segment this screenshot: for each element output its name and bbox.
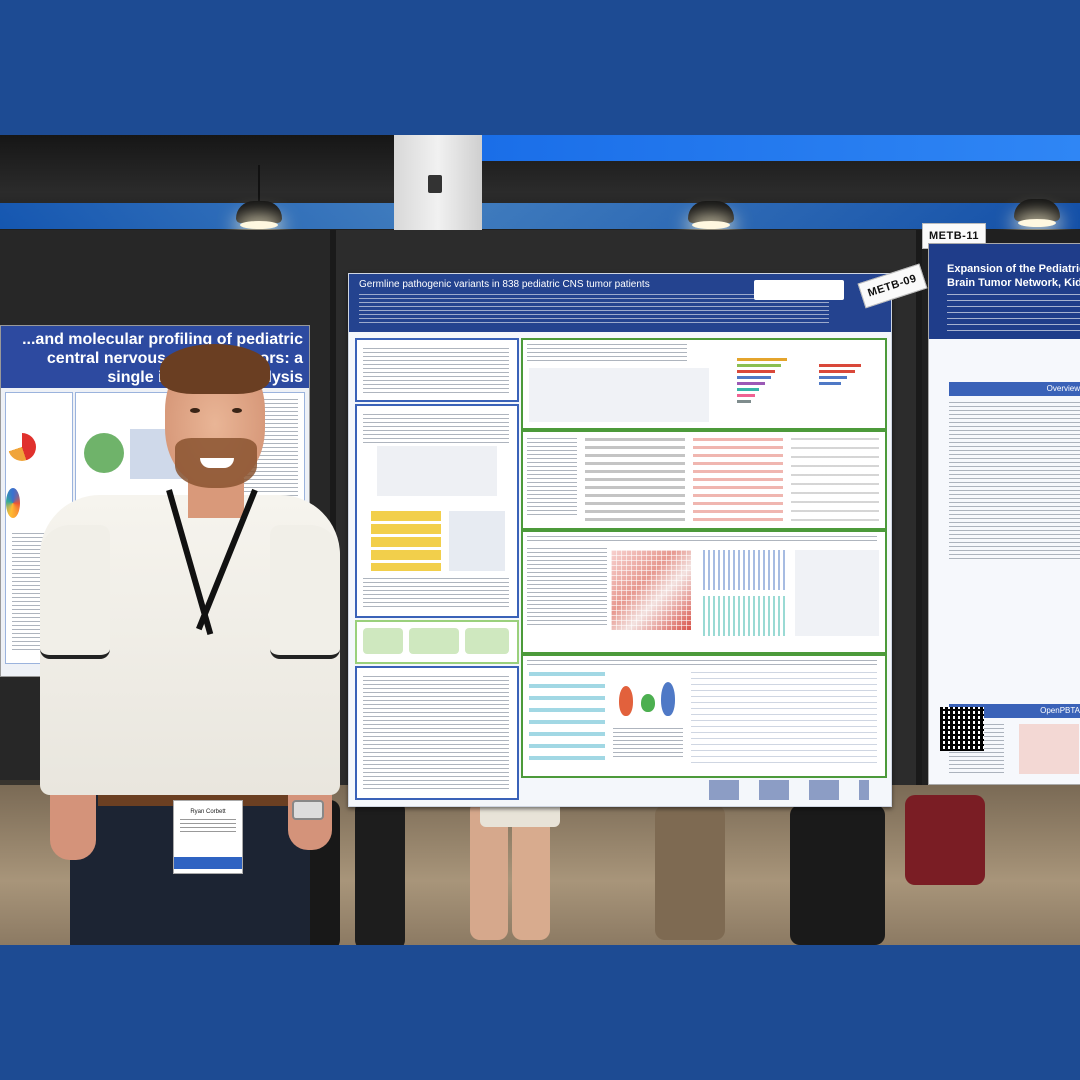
section-summary-boxes xyxy=(355,620,519,664)
badge-name: Ryan Corbett xyxy=(190,809,226,815)
violin-plot xyxy=(619,686,633,716)
watch xyxy=(292,800,324,820)
footer-logos xyxy=(709,780,869,800)
ceiling-light-band xyxy=(0,203,1080,229)
bar-figure xyxy=(819,360,879,420)
figure xyxy=(449,511,505,571)
section-background xyxy=(355,338,519,402)
text-block xyxy=(527,438,577,518)
bar xyxy=(737,388,759,391)
pendant-lamp xyxy=(236,201,282,229)
bar xyxy=(819,376,847,379)
pie-figure xyxy=(6,488,20,518)
figure xyxy=(1019,724,1079,774)
pie-figure xyxy=(8,433,36,461)
bar xyxy=(819,370,855,373)
bar xyxy=(737,400,751,403)
text-block xyxy=(363,578,509,608)
badge-affiliation xyxy=(180,819,236,833)
crowd-leg xyxy=(655,805,725,940)
violin-plot xyxy=(661,682,675,716)
section-overview-title: Overview xyxy=(949,382,1080,396)
poster-center: Germline pathogenic variants in 838 pedi… xyxy=(348,273,892,807)
left-eye xyxy=(190,408,200,413)
figure-barplot xyxy=(529,672,605,768)
text-block xyxy=(363,348,509,394)
text-block xyxy=(527,548,607,628)
figure xyxy=(703,596,787,636)
section-figure-3 xyxy=(521,530,887,654)
logo-childrens-brain-tumor-network xyxy=(754,280,844,300)
text-block xyxy=(527,536,877,544)
smile xyxy=(200,458,234,468)
poster-right-authors xyxy=(947,294,1080,332)
figure xyxy=(795,550,879,636)
figure xyxy=(703,550,787,590)
circle-figure xyxy=(84,433,124,473)
figure-histogram xyxy=(529,368,709,422)
text-block xyxy=(527,660,877,668)
ceiling-light-strip xyxy=(480,135,1080,161)
poster-center-header: Germline pathogenic variants in 838 pedi… xyxy=(349,274,891,332)
bar xyxy=(819,382,841,385)
table-figure xyxy=(691,672,877,768)
section-figure-1 xyxy=(521,338,887,430)
bar xyxy=(737,364,781,367)
workflow-figure xyxy=(371,511,441,571)
bar xyxy=(737,358,787,361)
section-figure-4 xyxy=(521,654,887,778)
crowd-leg xyxy=(790,805,885,945)
heatmap-figure xyxy=(611,550,691,630)
hair xyxy=(160,344,270,394)
left-sleeve xyxy=(40,525,110,659)
poster-right: Expansion of the Pediatric Brain Tumor N… xyxy=(928,243,1080,785)
bar xyxy=(737,370,775,373)
poster-right-header: Expansion of the Pediatric Brain Tumor N… xyxy=(929,244,1080,339)
poster-center-title: Germline pathogenic variants in 838 pedi… xyxy=(359,279,650,290)
stacked-bar-figure xyxy=(737,352,797,422)
summary-box xyxy=(363,628,403,654)
pendant-lamp xyxy=(1014,199,1060,227)
badge-stripe xyxy=(174,857,242,869)
figure-methods xyxy=(377,446,497,496)
figure-barplot xyxy=(693,438,783,522)
violin-plot xyxy=(641,694,655,712)
text-block xyxy=(527,344,687,362)
qr-code xyxy=(940,707,984,751)
photo: ...and molecular profiling of pediatric … xyxy=(0,135,1080,945)
crowd-leg xyxy=(355,800,405,945)
bar xyxy=(737,382,765,385)
crowd-leg xyxy=(905,795,985,885)
bar xyxy=(737,394,755,397)
pillar-sign xyxy=(428,175,442,193)
poster-right-title: Expansion of the Pediatric Brain Tumor N… xyxy=(947,263,1080,289)
text-block xyxy=(613,728,683,758)
pendant-lamp xyxy=(688,201,734,229)
text-block xyxy=(363,414,509,444)
figure-barplot xyxy=(585,438,685,522)
section-conclusions xyxy=(355,666,519,800)
figure-barplot xyxy=(791,438,879,522)
summary-box xyxy=(409,628,459,654)
section-methods xyxy=(355,404,519,618)
bar xyxy=(819,364,861,367)
bar xyxy=(737,376,771,379)
poster-center-authors xyxy=(359,294,829,326)
lamp-cord xyxy=(258,165,260,205)
text-block xyxy=(949,402,1080,562)
right-sleeve xyxy=(270,525,340,659)
text-block xyxy=(363,676,509,791)
name-badge: Ryan Corbett xyxy=(173,800,243,874)
section-figure-2 xyxy=(521,430,887,530)
summary-box xyxy=(465,628,509,654)
person: Ryan Corbett xyxy=(40,344,340,945)
right-eye xyxy=(232,408,242,413)
